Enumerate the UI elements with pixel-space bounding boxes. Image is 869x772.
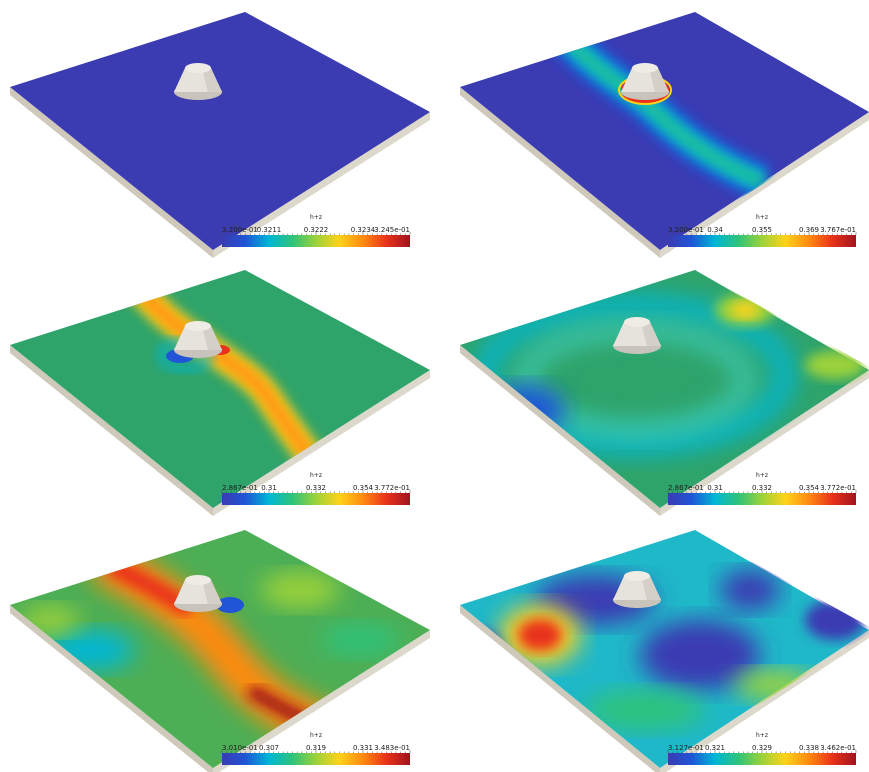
slab-side	[460, 345, 660, 516]
colorbar-gradient	[668, 235, 856, 247]
slab-side	[10, 605, 213, 772]
colorbar-gradient	[668, 753, 856, 765]
colorbar-tick-label: 2.867e-01	[668, 484, 704, 492]
colorbar-gradient	[668, 493, 856, 505]
colorbar-title: h+z	[310, 732, 322, 739]
colorbar-tick-label: 3.245e-01	[374, 226, 410, 234]
colorbar: h+z 3.010e-01 0.307 0.319 0.331 3.483e-01	[221, 732, 411, 765]
field-overlay	[130, 281, 331, 478]
colorbar-tick-label: 3.200e-01	[222, 226, 258, 234]
colorbar-tick-label: 0.331	[353, 744, 373, 752]
panel-2	[460, 12, 869, 258]
colorbar-tick-label: 0.338	[799, 744, 819, 752]
colorbar-tick-label: 0.369	[799, 226, 819, 234]
panel-6	[460, 530, 869, 772]
colorbar-tick-label: 0.34	[707, 226, 723, 234]
colorbar-tick-label: 0.332	[752, 484, 772, 492]
slab-side	[10, 345, 213, 516]
panel-1	[10, 12, 430, 258]
slab-top	[10, 270, 430, 508]
colorbar-tick-label: 3.200e-01	[668, 226, 704, 234]
slab-side	[213, 370, 430, 516]
colorbar-tick-label: 0.3234	[351, 226, 376, 234]
slab-side	[10, 87, 213, 258]
colorbar-tick-label: 0.307	[259, 744, 279, 752]
colorbar: h+z 3.200e-01 0.34 0.355 0.369 3.767e-01	[667, 214, 857, 247]
panel-3	[10, 270, 430, 516]
colorbar: h+z 3.127e-01 0.321 0.329 0.338 3.462e-01	[667, 732, 857, 765]
colorbar-tick-label: 3.772e-01	[820, 484, 856, 492]
colorbar-tick-label: 0.31	[261, 484, 277, 492]
colorbar-tick-label: 3.767e-01	[820, 226, 856, 234]
colorbar-title: h+z	[756, 472, 768, 479]
colorbar-tick-label: 0.31	[707, 484, 723, 492]
colorbar-tick-label: 3.462e-01	[820, 744, 856, 752]
colorbar-tick-label: 0.355	[752, 226, 772, 234]
colorbar-tick-label: 0.332	[306, 484, 326, 492]
colorbar-tick-label: 0.3211	[257, 226, 282, 234]
slab-side	[460, 605, 660, 772]
colorbar-gradient	[222, 493, 410, 505]
colorbar-tick-label: 3.010e-01	[222, 744, 258, 752]
colorbar-title: h+z	[756, 732, 768, 739]
colorbar: h+z 2.867e-01 0.31 0.332 0.354 3.772e-01	[667, 472, 857, 505]
colorbar-tick-label: 3.483e-01	[374, 744, 410, 752]
colorbar-tick-label: 3.772e-01	[374, 484, 410, 492]
slab-side	[660, 112, 869, 258]
colorbar-title: h+z	[756, 214, 768, 221]
slab-side	[460, 87, 660, 258]
slab-side	[660, 630, 869, 772]
panel-4	[460, 270, 869, 516]
colorbar-tick-label: 0.321	[705, 744, 725, 752]
colorbar-tick-label: 0.329	[752, 744, 772, 752]
colorbar-gradient	[222, 235, 410, 247]
colorbars: h+z3.200e-010.3211 0.3222 0.32343.245e-01h…	[221, 214, 857, 765]
colorbar-tick-label: 0.354	[353, 484, 374, 492]
slab-side	[213, 112, 430, 258]
colorbar-tick-label: 2.867e-01	[222, 484, 258, 492]
colorbar-title: h+z	[310, 214, 322, 221]
colorbar-tick-label: 3.127e-01	[668, 744, 704, 752]
colorbar-tick-label: 0.3222	[304, 226, 329, 234]
colorbar-title: h+z	[310, 472, 322, 479]
slab-side	[660, 370, 869, 516]
colorbar-tick-label: 0.319	[306, 744, 326, 752]
colorbar-gradient	[222, 753, 410, 765]
panel-5	[10, 530, 430, 772]
slab-top	[10, 12, 430, 250]
colorbar-tick-label: 0.354	[799, 484, 820, 492]
colorbar: h+z 2.867e-01 0.31 0.332 0.354 3.772e-01	[221, 472, 411, 505]
slab-side	[213, 630, 430, 772]
